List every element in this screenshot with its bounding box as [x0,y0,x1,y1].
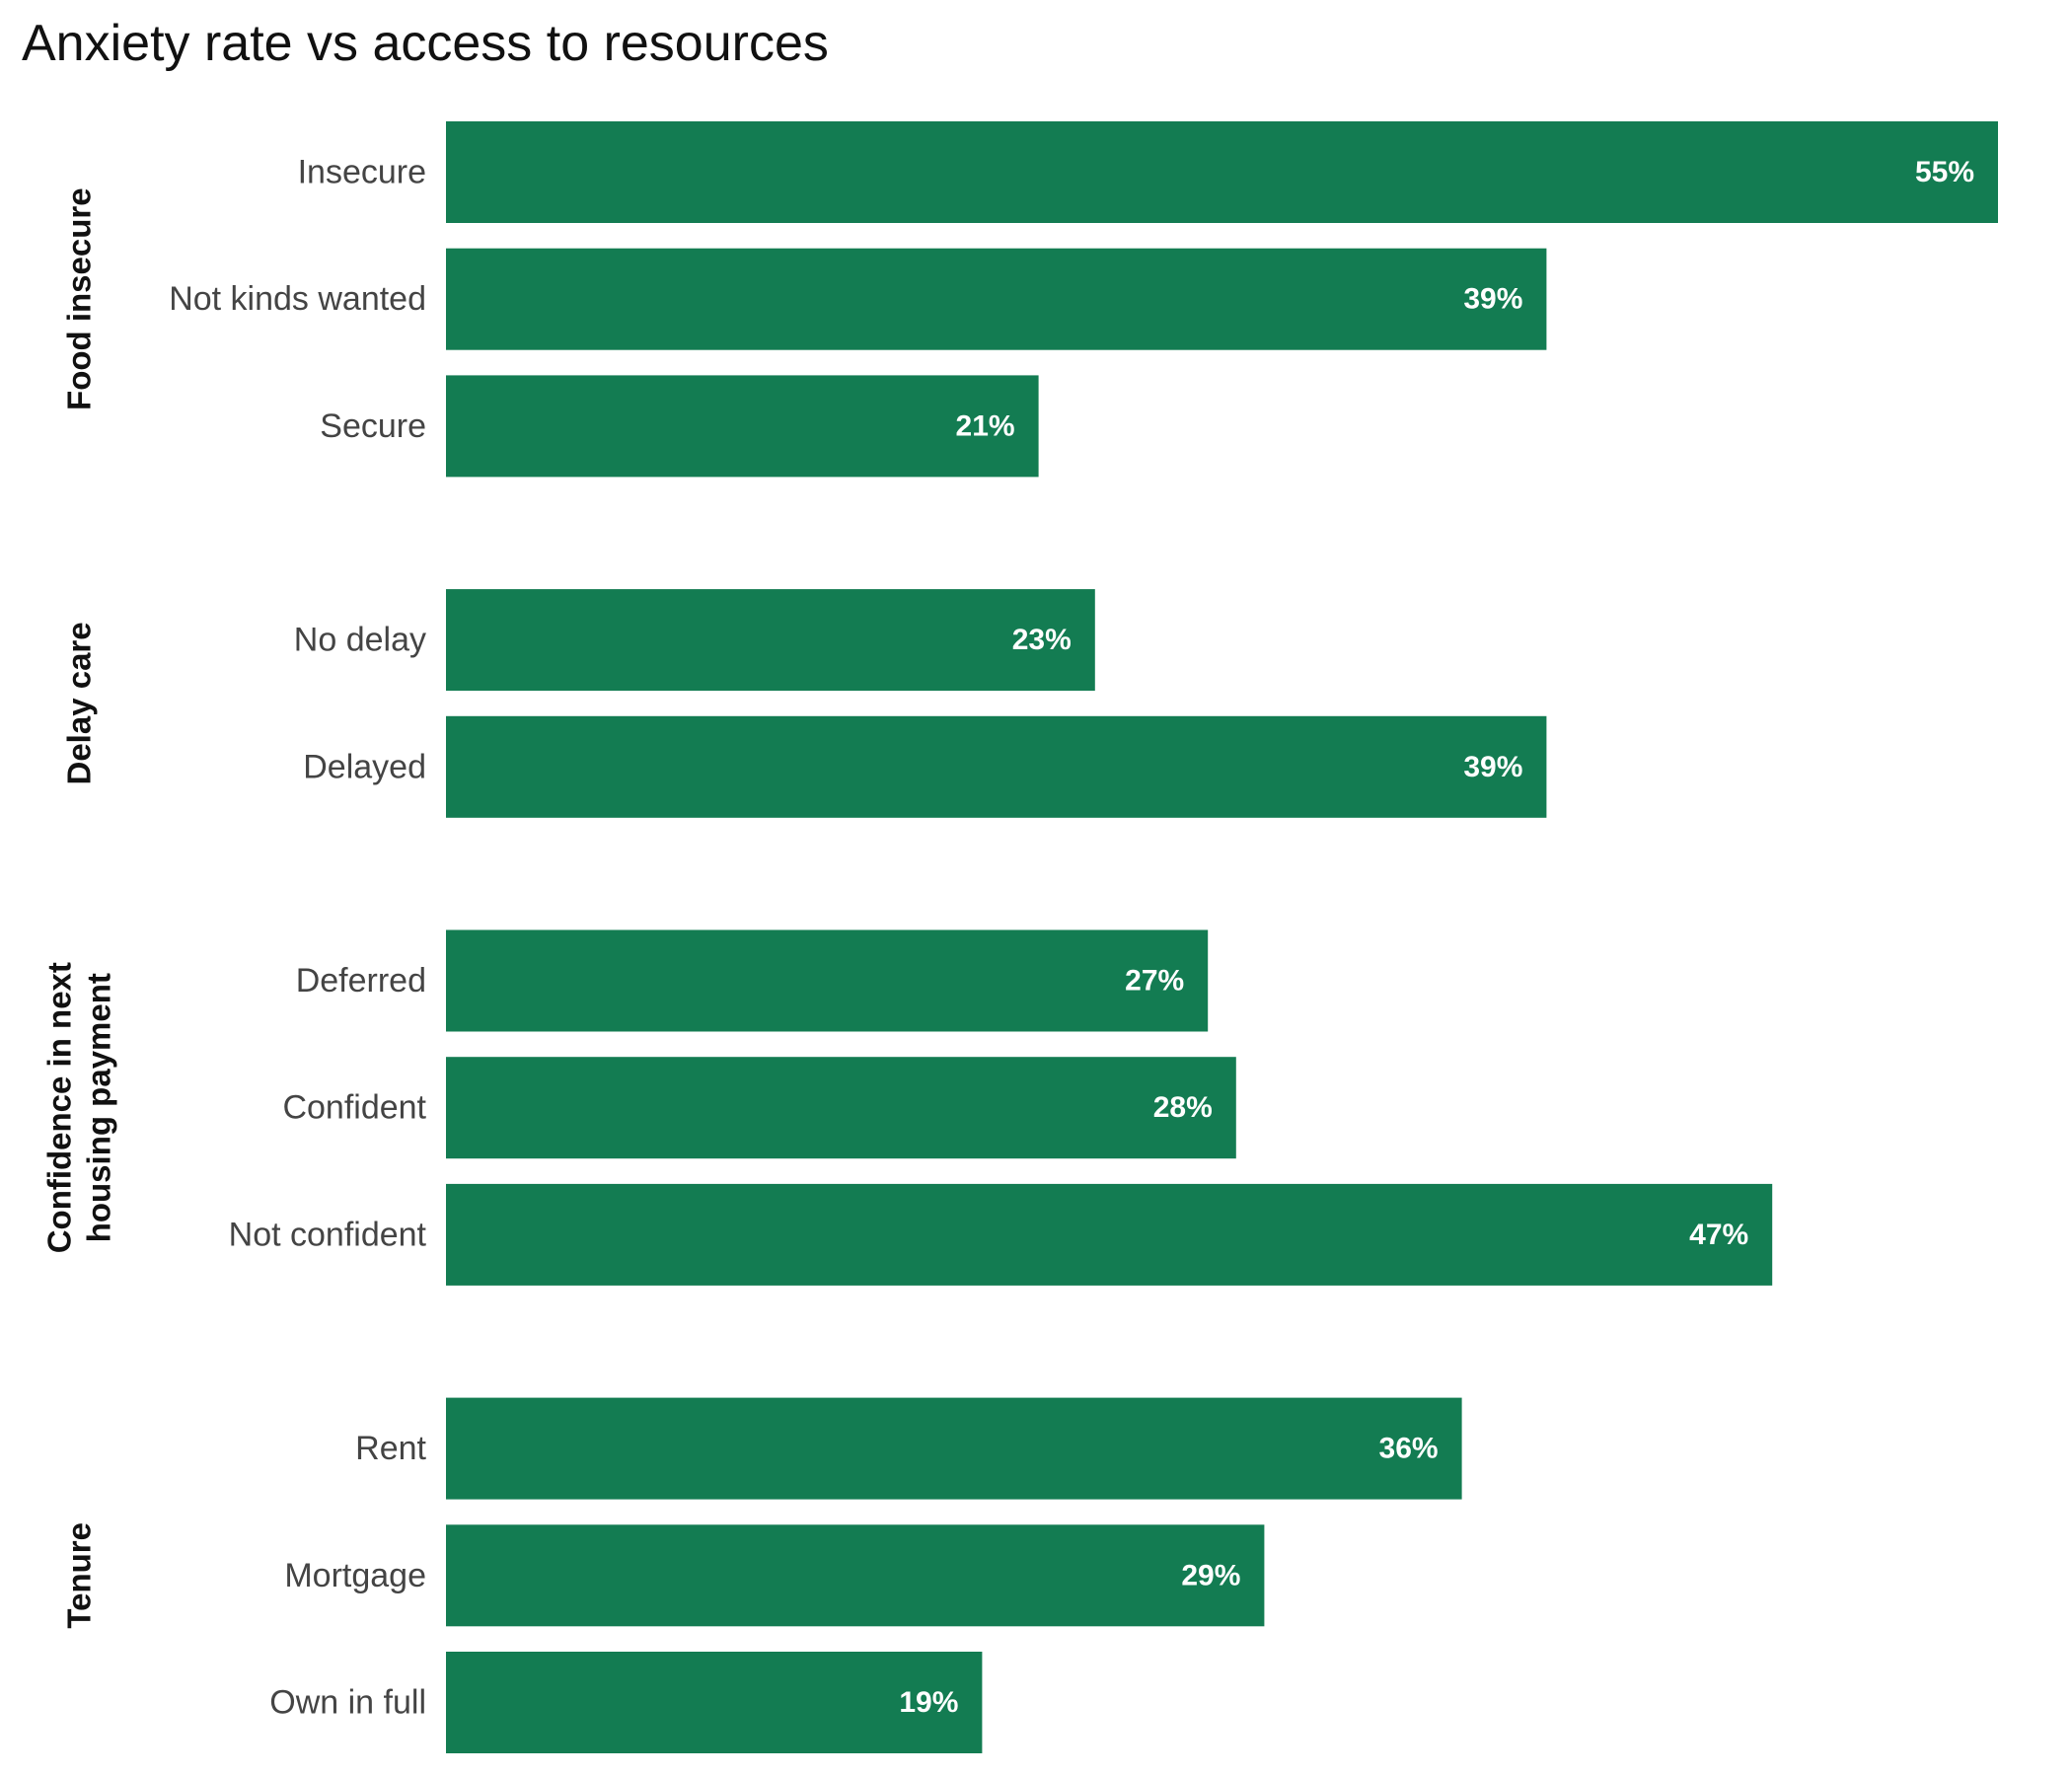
value-label: 29% [1181,1559,1240,1591]
bar-secure [446,375,1039,478]
category-label: No delay [294,622,426,659]
bar-deferred [446,929,1209,1032]
group-label: Confidence in next [41,962,78,1253]
bar-no-delay [446,589,1095,692]
value-label: 39% [1463,283,1522,316]
bars-layer [446,121,1998,1753]
chart-title: Anxiety rate vs access to resources [22,15,829,72]
value-label: 36% [1379,1433,1439,1465]
bar-rent [446,1397,1462,1500]
value-label: 23% [1012,624,1072,656]
group-label: housing payment [81,973,117,1242]
bar-not-kinds-wanted [446,248,1547,350]
category-label: Own in full [269,1684,426,1722]
group-label: Delay care [61,622,98,784]
value-label: 27% [1125,965,1184,998]
bar-confident [446,1057,1236,1159]
category-label: Deferred [296,962,426,999]
value-label: 39% [1463,751,1522,783]
bar-own-in-full [446,1652,983,1753]
category-label: Not confident [229,1216,427,1253]
group-label: Food insecure [61,187,98,410]
value-label: 47% [1689,1219,1748,1251]
labels-layer: Insecure 55% Not kinds wanted 39% Secure 21% F… [41,154,1975,1722]
value-label: 28% [1153,1091,1213,1124]
value-label: 21% [956,409,1015,442]
bar-not-confident [446,1183,1773,1286]
category-label: Confident [282,1089,426,1127]
category-label: Secure [320,407,426,445]
category-label: Not kinds wanted [169,280,426,318]
group-label: Tenure [61,1522,98,1629]
value-label: 55% [1915,156,1974,188]
category-label: Insecure [298,154,426,191]
value-label: 19% [899,1686,958,1719]
category-label: Rent [355,1430,426,1467]
bar-delayed [446,715,1547,818]
bar-insecure [446,121,1998,223]
category-label: Delayed [303,748,426,785]
bar-mortgage [446,1524,1265,1627]
category-label: Mortgage [284,1557,426,1594]
